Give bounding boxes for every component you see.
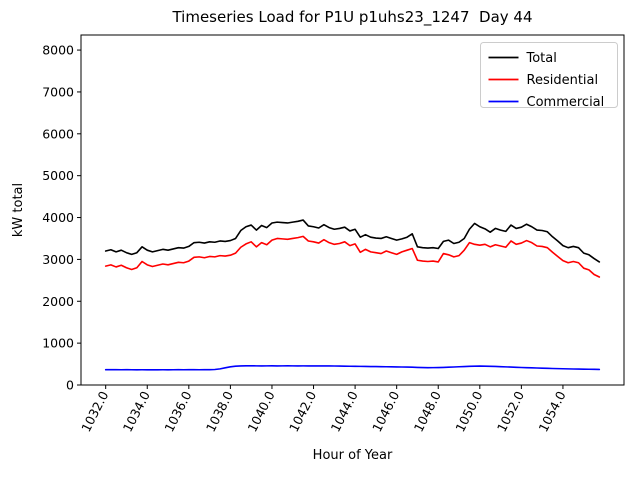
y-tick-label: 6000 [42, 126, 74, 141]
y-tick-label: 5000 [42, 168, 74, 183]
x-tick-label: 1034.0 [120, 389, 153, 435]
y-tick-label: 3000 [42, 252, 74, 267]
legend-box [480, 42, 618, 108]
series-line-total [104, 219, 601, 263]
y-axis-label: kW total [11, 183, 26, 237]
x-tick-label: 1042.0 [286, 389, 319, 435]
y-tick-label: 0 [66, 378, 74, 393]
x-tick-label: 1050.0 [452, 389, 485, 435]
chart-title: Timeseries Load for P1U p1uhs23_1247 Day… [171, 8, 532, 27]
x-tick-label: 1048.0 [411, 389, 444, 435]
x-tick-label: 1038.0 [203, 389, 236, 435]
x-tick-label: 1054.0 [535, 389, 568, 435]
x-tick-label: 1052.0 [494, 389, 527, 435]
legend-label-residential: Residential [527, 73, 599, 88]
y-tick-label: 4000 [42, 210, 74, 225]
y-tick-label: 7000 [42, 84, 74, 99]
y-tick-label: 8000 [42, 43, 74, 58]
y-tick-label: 2000 [42, 294, 74, 309]
plot-border [80, 34, 625, 386]
legend-label-commercial: Commercial [527, 95, 605, 110]
x-tick-label: 1046.0 [369, 389, 402, 435]
x-axis-label: Hour of Year [313, 448, 393, 463]
x-tick-label: 1044.0 [328, 389, 361, 435]
y-tick-label: 1000 [42, 336, 74, 351]
legend-label-total: Total [526, 51, 557, 66]
x-tick-label: 1040.0 [244, 389, 277, 435]
series-line-residential [104, 235, 601, 278]
series-line-commercial [104, 365, 601, 371]
x-tick-label: 1032.0 [78, 389, 111, 435]
x-tick-label: 1036.0 [161, 389, 194, 435]
